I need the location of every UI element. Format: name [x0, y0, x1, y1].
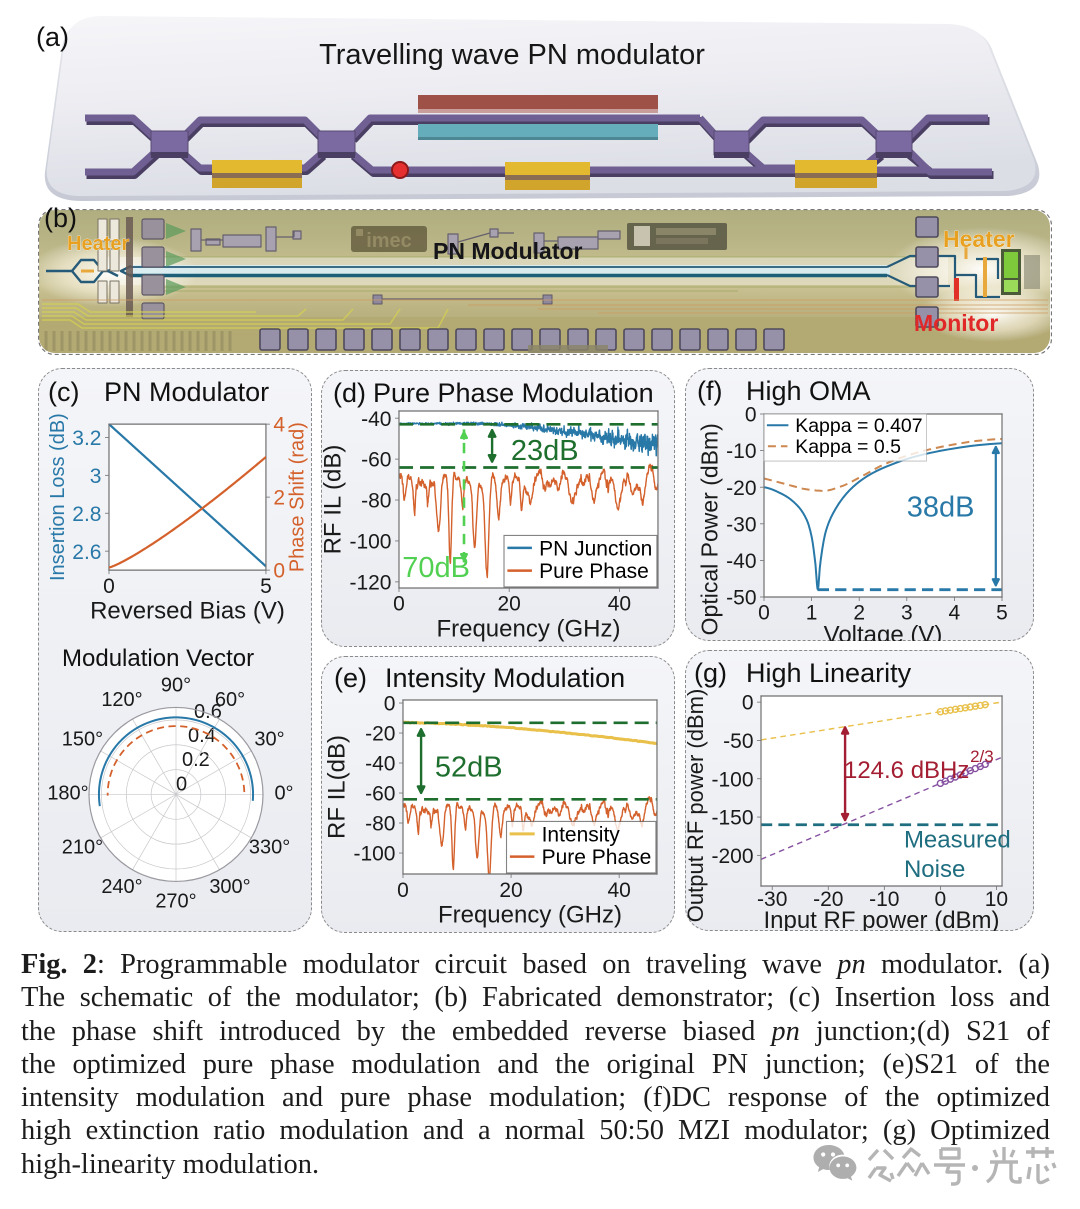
svg-text:0.4: 0.4	[188, 725, 216, 747]
svg-text:52dB: 52dB	[435, 752, 503, 784]
svg-text:-150: -150	[711, 807, 753, 830]
svg-text:PN Modulator: PN Modulator	[433, 238, 583, 264]
svg-text:270°: 270°	[155, 891, 196, 913]
svg-text:5: 5	[260, 575, 272, 598]
svg-text:0: 0	[176, 773, 187, 795]
svg-text:-20: -20	[813, 888, 843, 911]
svg-text:-50: -50	[723, 730, 753, 753]
svg-text:20: 20	[499, 879, 522, 902]
svg-text:-60: -60	[365, 783, 395, 806]
svg-text:0.2: 0.2	[182, 749, 210, 771]
svg-text:Voltage (V): Voltage (V)	[824, 621, 943, 641]
svg-text:0: 0	[397, 879, 409, 902]
svg-text:180°: 180°	[47, 783, 88, 805]
svg-text:-20: -20	[365, 723, 395, 746]
svg-text:330°: 330°	[249, 837, 290, 859]
svg-text:0: 0	[393, 593, 405, 616]
svg-text:3: 3	[90, 465, 102, 488]
svg-text:Intensity: Intensity	[542, 823, 621, 846]
svg-text:-200: -200	[711, 845, 753, 868]
svg-text:Reversed Bias (V): Reversed Bias (V)	[90, 598, 285, 625]
svg-text:Output RF power (dBm): Output RF power (dBm)	[685, 689, 708, 923]
svg-text:Optical Power (dBm): Optical Power (dBm)	[696, 423, 722, 635]
svg-text:Insertion Loss (dB): Insertion Loss (dB)	[47, 413, 69, 581]
svg-text:2.8: 2.8	[72, 503, 101, 526]
svg-text:-40: -40	[726, 550, 756, 573]
svg-text:3.2: 3.2	[72, 427, 101, 450]
svg-text:-40: -40	[361, 408, 391, 431]
svg-text:Frequency (GHz): Frequency (GHz)	[438, 902, 622, 929]
svg-text:0: 0	[758, 602, 770, 625]
svg-text:30°: 30°	[254, 729, 284, 751]
svg-text:70dB: 70dB	[402, 552, 470, 584]
svg-text:Kappa = 0.5: Kappa = 0.5	[795, 436, 901, 458]
svg-text:(a): (a)	[36, 22, 69, 52]
svg-text:imec: imec	[366, 230, 412, 252]
svg-text:4: 4	[273, 414, 285, 437]
svg-text:Measured: Measured	[904, 827, 1011, 854]
svg-text:1: 1	[806, 602, 818, 625]
svg-text:-60: -60	[361, 449, 391, 472]
svg-text:0: 0	[384, 693, 396, 716]
svg-text:0: 0	[273, 560, 285, 583]
svg-text:-80: -80	[361, 490, 391, 513]
svg-text:300°: 300°	[209, 876, 250, 898]
svg-text:-50: -50	[726, 587, 756, 610]
svg-text:0: 0	[935, 888, 947, 911]
svg-text:60°: 60°	[215, 689, 245, 711]
svg-text:-30: -30	[726, 513, 756, 536]
svg-text:40: 40	[608, 593, 631, 616]
svg-text:Travelling wave PN modulator: Travelling wave PN modulator	[319, 39, 705, 71]
svg-text:-100: -100	[353, 843, 395, 866]
svg-text:23dB: 23dB	[511, 435, 579, 467]
svg-text:0: 0	[103, 575, 115, 598]
svg-text:Pure Phase: Pure Phase	[539, 560, 649, 583]
svg-text:RF IL(dB): RF IL(dB)	[323, 735, 350, 839]
svg-text:-100: -100	[711, 768, 753, 791]
svg-text:38dB: 38dB	[907, 491, 975, 523]
svg-text:-20: -20	[726, 477, 756, 500]
svg-text:3: 3	[901, 602, 913, 625]
svg-text:-30: -30	[757, 888, 787, 911]
svg-text:PN Junction: PN Junction	[539, 537, 652, 560]
svg-text:-100: -100	[349, 531, 391, 554]
svg-text:150°: 150°	[62, 729, 103, 751]
svg-text:5: 5	[996, 602, 1008, 625]
svg-text:20: 20	[498, 593, 521, 616]
svg-text:Heater: Heater	[943, 226, 1015, 252]
svg-text:2: 2	[853, 602, 865, 625]
svg-text:124.6 dBHz: 124.6 dBHz	[844, 757, 969, 784]
svg-text:Heater: Heater	[67, 233, 129, 255]
svg-text:Kappa = 0.407: Kappa = 0.407	[795, 415, 922, 437]
svg-text:40: 40	[607, 879, 630, 902]
svg-text:2: 2	[273, 487, 285, 510]
svg-text:Monitor: Monitor	[914, 310, 998, 336]
svg-text:Phase Shift (rad): Phase Shift (rad)	[287, 422, 309, 572]
svg-text:-10: -10	[869, 888, 899, 911]
svg-text:120°: 120°	[101, 689, 142, 711]
svg-text:-10: -10	[726, 440, 756, 463]
svg-text:-80: -80	[365, 813, 395, 836]
svg-text:Input RF power (dBm): Input RF power (dBm)	[763, 907, 999, 931]
svg-text:90°: 90°	[161, 675, 191, 697]
svg-text:0°: 0°	[274, 783, 293, 805]
svg-text:240°: 240°	[101, 876, 142, 898]
svg-text:Frequency (GHz): Frequency (GHz)	[436, 615, 620, 642]
svg-text:210°: 210°	[62, 837, 103, 859]
svg-text:10: 10	[985, 888, 1008, 911]
svg-text:2.6: 2.6	[72, 541, 101, 564]
svg-text:Noise: Noise	[904, 856, 965, 883]
svg-text:0.6: 0.6	[194, 701, 222, 723]
svg-text:Pure Phase: Pure Phase	[542, 846, 652, 869]
svg-text:0: 0	[745, 404, 757, 427]
svg-text:RF IL (dB): RF IL (dB)	[321, 445, 346, 555]
svg-text:-120: -120	[349, 571, 391, 594]
svg-text:2/3: 2/3	[970, 747, 994, 766]
svg-text:4: 4	[949, 602, 961, 625]
svg-text:0: 0	[742, 692, 754, 715]
svg-text:-40: -40	[365, 753, 395, 776]
